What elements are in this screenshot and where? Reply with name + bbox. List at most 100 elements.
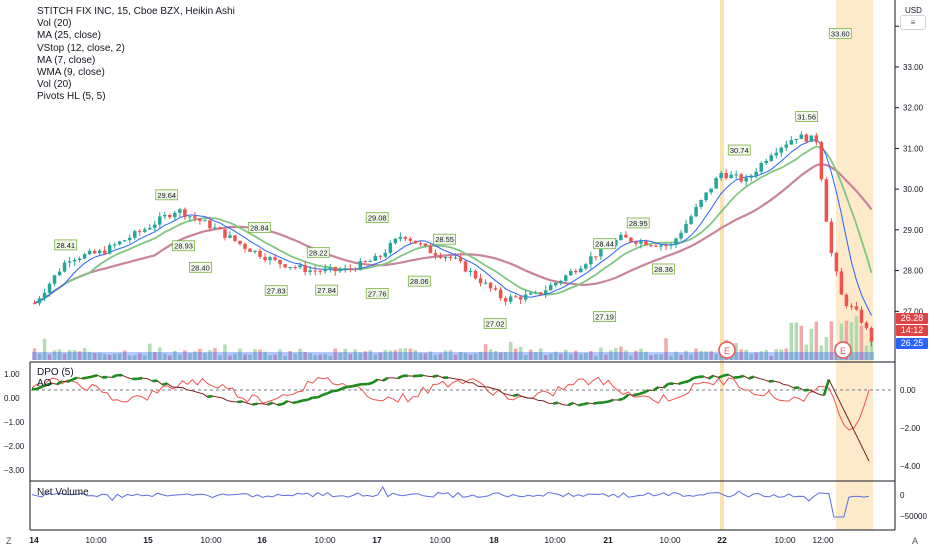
- candle-body[interactable]: [248, 248, 252, 252]
- indicator-ma25[interactable]: MA (25, close): [37, 30, 101, 42]
- candle-body[interactable]: [719, 172, 723, 179]
- zoom-toggle[interactable]: Z: [6, 536, 12, 546]
- candle-body[interactable]: [308, 270, 312, 273]
- time-axis[interactable]: 14 10:00 15 10:00 16 10:00 17 10:00 18 10:00 21 10:…: [29, 535, 834, 545]
- candle-body[interactable]: [393, 238, 398, 244]
- candle-body[interactable]: [629, 237, 633, 242]
- candle-body[interactable]: [122, 240, 127, 242]
- candle-body[interactable]: [323, 268, 327, 272]
- candle-body[interactable]: [724, 172, 728, 179]
- candle-body[interactable]: [238, 240, 242, 244]
- candle-body[interactable]: [263, 256, 267, 261]
- candle-body[interactable]: [739, 174, 743, 182]
- candle-body[interactable]: [243, 243, 247, 249]
- candle-body[interactable]: [32, 303, 37, 305]
- candle-body[interactable]: [518, 296, 523, 300]
- candle-body[interactable]: [82, 254, 87, 259]
- candle-body[interactable]: [574, 271, 578, 273]
- candle-body[interactable]: [784, 144, 789, 148]
- candle-body[interactable]: [223, 229, 227, 238]
- candle-body[interactable]: [348, 268, 353, 270]
- candle-body[interactable]: [363, 261, 368, 263]
- candle-body[interactable]: [458, 257, 463, 262]
- candle-body[interactable]: [398, 236, 403, 239]
- oscillator-pane[interactable]: 1.00 0.00 −1.00 −2.00 −3.00 0.00 −2.00 −4.00: [4, 370, 921, 475]
- candle-body[interactable]: [408, 238, 413, 241]
- auto-scale-toggle[interactable]: A: [912, 536, 919, 546]
- candle-body[interactable]: [694, 206, 698, 217]
- candle-body[interactable]: [619, 234, 623, 240]
- candle-body[interactable]: [112, 244, 117, 246]
- candle-body[interactable]: [764, 160, 768, 163]
- candle-body[interactable]: [538, 292, 543, 295]
- candle-body[interactable]: [97, 250, 102, 254]
- candle-body[interactable]: [278, 259, 282, 265]
- candle-body[interactable]: [684, 223, 688, 233]
- candle-body[interactable]: [72, 259, 77, 262]
- candle-body[interactable]: [584, 264, 588, 269]
- candle-body[interactable]: [333, 267, 337, 272]
- candle-body[interactable]: [624, 234, 628, 238]
- indicator-vstop[interactable]: VStop (12, close, 2): [37, 42, 125, 54]
- candle-body[interactable]: [253, 250, 257, 252]
- candle-body[interactable]: [729, 174, 733, 179]
- candle-body[interactable]: [57, 271, 62, 276]
- candle-body[interactable]: [478, 278, 483, 284]
- candle-body[interactable]: [814, 135, 819, 143]
- candle-body[interactable]: [589, 256, 593, 265]
- candle-body[interactable]: [92, 250, 97, 254]
- candle-body[interactable]: [528, 293, 533, 295]
- candle-body[interactable]: [579, 268, 583, 273]
- candle-body[interactable]: [403, 236, 408, 239]
- candle-body[interactable]: [388, 243, 393, 253]
- candle-body[interactable]: [303, 265, 307, 273]
- candle-body[interactable]: [844, 294, 849, 306]
- candle-body[interactable]: [153, 224, 157, 228]
- candle-body[interactable]: [423, 243, 428, 246]
- candle-body[interactable]: [799, 134, 804, 139]
- candle-body[interactable]: [168, 214, 172, 218]
- candle-body[interactable]: [127, 237, 132, 241]
- candle-body[interactable]: [859, 309, 864, 323]
- candle-body[interactable]: [373, 255, 378, 261]
- candle-body[interactable]: [819, 142, 824, 180]
- candle-body[interactable]: [679, 232, 683, 239]
- candle-body[interactable]: [418, 243, 423, 245]
- indicator-wma[interactable]: WMA (9, close): [37, 67, 105, 79]
- candle-body[interactable]: [523, 294, 528, 300]
- candle-body[interactable]: [553, 282, 558, 286]
- candle-body[interactable]: [674, 238, 678, 245]
- candle-body[interactable]: [734, 174, 738, 176]
- candle-body[interactable]: [709, 188, 713, 193]
- candle-body[interactable]: [483, 282, 488, 284]
- candle-body[interactable]: [183, 209, 187, 218]
- candle-body[interactable]: [378, 255, 383, 257]
- earnings-marker-1[interactable]: E: [718, 341, 736, 359]
- candle-body[interactable]: [42, 292, 47, 299]
- candle-body[interactable]: [774, 152, 779, 156]
- candle-body[interactable]: [749, 175, 753, 178]
- candle-body[interactable]: [599, 247, 603, 257]
- candle-body[interactable]: [383, 252, 388, 257]
- candle-body[interactable]: [298, 265, 302, 268]
- candle-body[interactable]: [744, 177, 748, 182]
- candle-body[interactable]: [644, 241, 648, 246]
- candle-body[interactable]: [839, 271, 844, 295]
- candle-body[interactable]: [132, 231, 137, 238]
- candle-body[interactable]: [428, 245, 433, 254]
- dpo-label[interactable]: DPO (5): [37, 367, 74, 378]
- candle-body[interactable]: [443, 257, 448, 259]
- indicator-vol-2[interactable]: Vol (20): [37, 79, 72, 91]
- oscillator-legend[interactable]: DPO (5) AO: [37, 367, 74, 389]
- candle-body[interactable]: [649, 245, 653, 247]
- candle-body[interactable]: [654, 245, 658, 247]
- candle-body[interactable]: [473, 270, 478, 279]
- candle-body[interactable]: [283, 264, 287, 268]
- candle-body[interactable]: [143, 229, 147, 232]
- candle-body[interactable]: [794, 138, 799, 141]
- candle-body[interactable]: [37, 298, 42, 304]
- candle-body[interactable]: [188, 216, 192, 218]
